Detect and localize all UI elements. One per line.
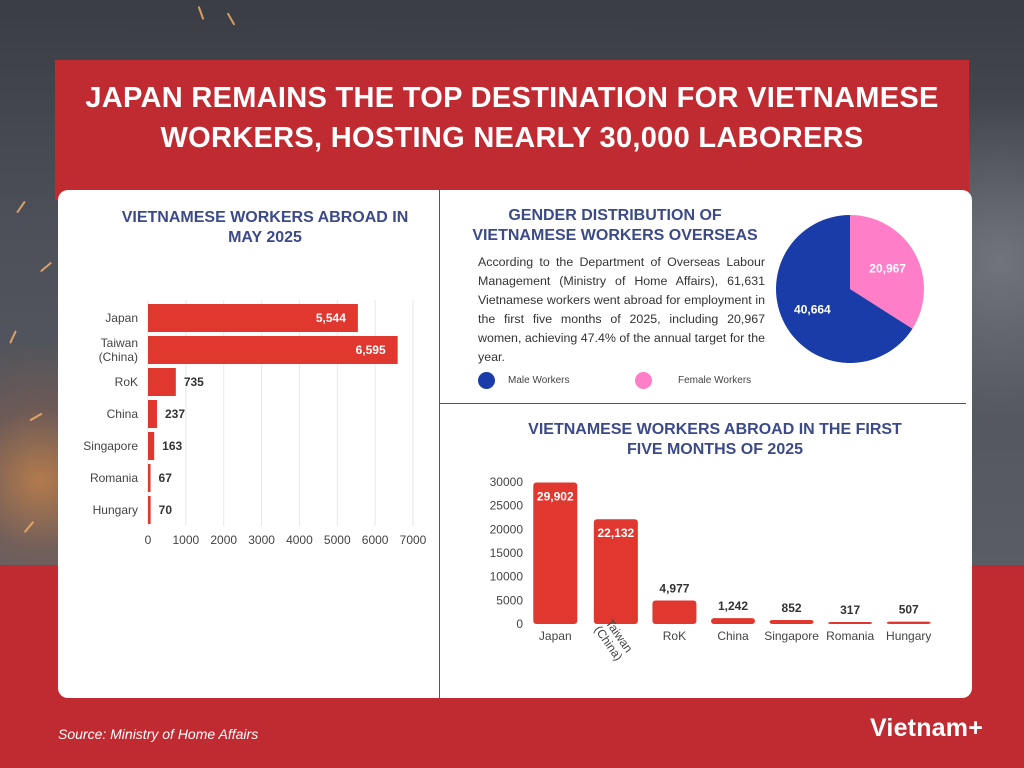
value-label: 67 [159,471,173,485]
category-label: Romania [826,629,874,643]
x-tick-label: 5000 [324,533,351,547]
y-tick-label: 15000 [490,546,524,560]
five-months-bar-chart: 0 5000 10000 15000 20000 25000 30000 29,902 Japa… [490,475,932,663]
legend-female-swatch [635,372,652,389]
x-tick-label: 2000 [210,533,237,547]
value-label: 507 [899,603,919,617]
title-line-1: JAPAN REMAINS THE TOP DESTINATION FOR VI… [85,82,939,114]
bar-may-3 [148,400,157,428]
pie-label-0: 20,967 [869,261,906,275]
value-label: 5,544 [316,311,346,325]
category-label: Japan [539,629,572,643]
category-label: Taiwan(China) [99,336,138,364]
y-tick-label: 5000 [496,593,523,607]
bar-five-months-2 [652,600,697,624]
value-label: 735 [184,375,204,389]
bar-may-6 [148,496,151,524]
bar-five-months-4 [769,619,814,624]
bar-may-0 [148,304,358,332]
legend-male-swatch [478,372,495,389]
legend-male-label: Male Workers [508,375,570,386]
page-title: JAPAN REMAINS THE TOP DESTINATION FOR VI… [60,78,964,158]
category-label: Hungary [93,503,138,517]
category-label: Romania [90,471,138,485]
legend-male: Male Workers [478,372,570,389]
horizontal-divider [440,403,966,404]
legend-female-label: Female Workers [678,375,752,386]
pie-slice-0 [850,215,924,329]
bar-five-months-0 [533,482,578,624]
gender-title: GENDER DISTRIBUTION OF VIETNAMESE WORKER… [470,206,760,246]
y-tick-label: 25000 [490,499,524,513]
category-label: China [717,629,749,643]
vietnamplus-logo: Vietnam+ [870,714,984,742]
x-tick-label: 7000 [400,533,427,547]
x-tick-label: 3000 [248,533,275,547]
y-tick-label: 20000 [490,522,524,536]
value-label: 852 [782,601,802,615]
category-label: RoK [115,375,138,389]
category-label: Singapore [764,629,819,643]
pie-label-1: 40,664 [794,303,831,317]
bar-may-5 [148,464,151,492]
value-label: 6,595 [356,343,386,357]
bar-may-2 [148,368,176,396]
bar-five-months-5 [828,622,873,624]
vertical-divider [439,190,440,698]
value-label: 1,242 [718,599,748,613]
bar-may-4 [148,432,155,460]
value-label: 163 [162,439,182,453]
category-label: Hungary [886,629,931,643]
bar-may-1 [148,336,398,364]
x-tick-label: 1000 [173,533,200,547]
gender-title-line-1: GENDER DISTRIBUTION OF [508,207,722,224]
title-line-2: WORKERS, HOSTING NEARLY 30,000 LABORERS [160,122,864,154]
bar-five-months-3 [711,618,755,624]
gender-title-line-2: VIETNAMESE WORKERS OVERSEAS [472,227,758,244]
value-label: 4,977 [659,581,689,595]
value-label: 22,132 [598,526,635,540]
legend-female: Female Workers [635,372,751,389]
bar-five-months-6 [886,621,931,624]
y-tick-label: 0 [516,617,523,631]
category-label: China [107,407,139,421]
x-tick-label: 0 [145,533,152,547]
source-note: Source: Ministry of Home Affairs [58,726,259,742]
value-label: 317 [840,603,860,617]
five-months-chart-title-text: VIETNAMESE WORKERS ABROAD IN THE FIRST F… [528,421,902,458]
category-label: RoK [663,629,686,643]
bar-five-months-1 [593,519,638,624]
pie-slice-1 [776,215,913,363]
five-months-chart-title: VIETNAMESE WORKERS ABROAD IN THE FIRST F… [520,420,910,460]
category-label: Japan [105,311,138,325]
may-chart-title: VIETNAMESE WORKERS ABROAD IN MAY 2025 [110,208,420,248]
value-label: 29,902 [537,489,574,503]
may-chart-title-text: VIETNAMESE WORKERS ABROAD IN MAY 2025 [121,209,409,246]
may-bar-chart: 0 1000 2000 3000 4000 5000 6000 7000 Japan 5,544 T… [83,300,427,547]
x-tick-label: 6000 [362,533,389,547]
value-label: 70 [159,503,173,517]
gender-pie-chart: 20,967 40,664 [776,215,924,363]
y-tick-label: 30000 [490,475,524,489]
y-tick-label: 10000 [490,570,524,584]
x-tick-label: 4000 [286,533,313,547]
value-label: 237 [165,407,185,421]
gender-paragraph: According to the Department of Overseas … [478,255,765,364]
title-banner [55,60,969,200]
category-label: Singapore [83,439,138,453]
